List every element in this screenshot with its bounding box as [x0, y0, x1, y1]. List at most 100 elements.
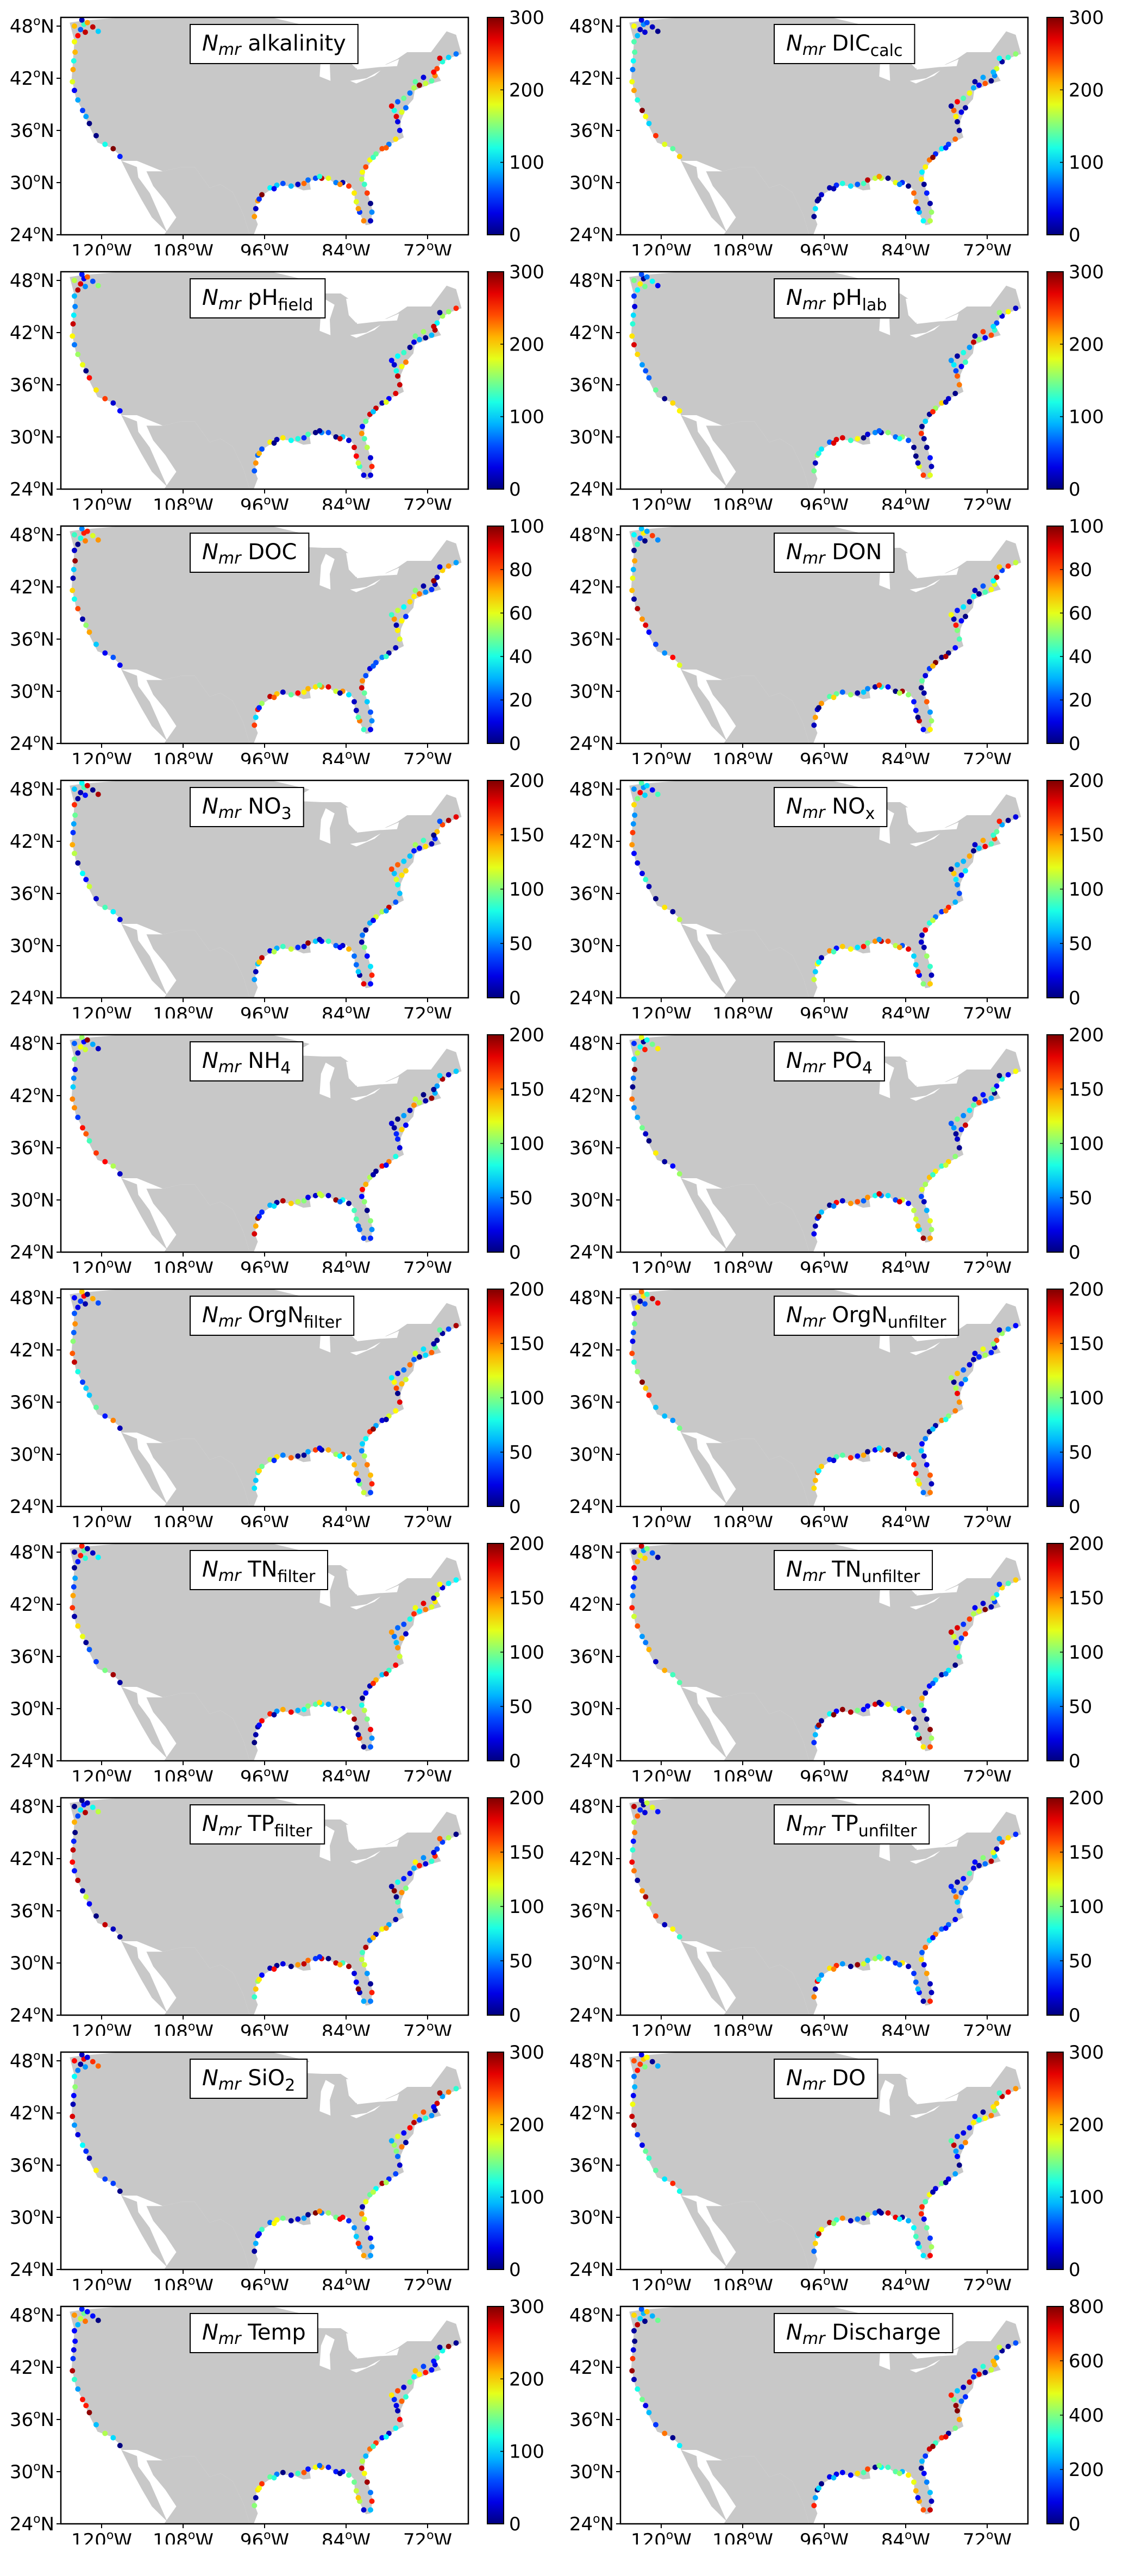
station-point: [943, 145, 949, 151]
station-point: [948, 2138, 954, 2144]
land-baja: [121, 2450, 170, 2524]
title-box: [190, 787, 304, 827]
station-point: [352, 445, 357, 451]
station-point: [642, 284, 648, 290]
station-point: [312, 2465, 318, 2470]
lon-tick-label: 108oW: [712, 1766, 773, 1781]
station-point: [401, 1875, 407, 1881]
station-point: [368, 218, 373, 224]
station-point: [102, 141, 108, 147]
station-point: [885, 684, 891, 690]
station-point: [90, 24, 96, 30]
station-point: [923, 1690, 928, 1696]
station-point: [990, 2104, 996, 2110]
station-point: [819, 701, 824, 706]
panel-title: Nmr DON: [786, 540, 882, 568]
great-lake: [934, 313, 959, 322]
station-point: [655, 283, 661, 289]
station-point: [928, 1735, 934, 1741]
station-point: [632, 1321, 638, 1327]
station-point: [83, 622, 89, 628]
station-point: [643, 368, 649, 374]
station-point: [393, 1894, 399, 1900]
station-point: [943, 908, 949, 914]
station-point: [956, 382, 962, 387]
lat-tick-label: 36oN: [10, 1136, 54, 1159]
station-point: [848, 1709, 854, 1715]
station-point: [368, 201, 373, 207]
station-point: [267, 948, 273, 954]
station-point: [369, 2244, 375, 2250]
land-mexico: [146, 2456, 250, 2524]
colorbar-tick-label: 200: [1069, 1279, 1103, 1300]
title-box: [774, 24, 915, 64]
colorbar-tick-label: 0: [1069, 1242, 1081, 1264]
station-point: [102, 2176, 108, 2182]
colorbar-tick-label: 200: [1069, 79, 1103, 101]
lat-tick-label: 30oN: [569, 1443, 614, 1466]
station-point: [393, 1917, 399, 1922]
station-point: [75, 1115, 81, 1120]
station-point: [976, 82, 982, 88]
station-point: [391, 871, 397, 877]
station-point: [429, 1858, 435, 1864]
station-point: [295, 182, 301, 187]
lon-tick-label: 108oW: [153, 2020, 214, 2036]
station-point: [988, 332, 994, 338]
colorbar-tick-label: 0: [1069, 2005, 1081, 2027]
station-point: [383, 399, 389, 405]
station-point: [346, 1709, 352, 1715]
station-point: [811, 1485, 817, 1491]
station-point: [928, 972, 934, 978]
lat-tick-label: 42oN: [569, 321, 614, 344]
station-point: [368, 981, 373, 987]
station-point: [78, 1807, 84, 1813]
station-point: [920, 472, 926, 478]
lon-tick-label: 108oW: [153, 2529, 214, 2544]
station-point: [637, 535, 643, 541]
station-point: [256, 1977, 262, 1983]
station-point: [325, 430, 331, 435]
station-point: [653, 1150, 658, 1156]
station-point: [379, 1417, 385, 1423]
lat-tick-label: 24oN: [10, 2004, 54, 2027]
station-point: [861, 1452, 867, 1458]
station-point: [417, 845, 422, 851]
station-point: [72, 2339, 78, 2344]
lon-tick-label: 120oW: [631, 1003, 692, 1018]
station-point: [972, 842, 978, 848]
station-point: [256, 1214, 262, 1220]
station-point: [972, 2114, 978, 2119]
station-point: [388, 2138, 394, 2144]
station-point: [927, 1981, 933, 1987]
lon-tick-label: 96oW: [240, 494, 289, 510]
station-point: [988, 1604, 994, 1610]
station-point: [827, 2219, 832, 2225]
station-point: [395, 119, 400, 124]
station-point: [301, 943, 307, 949]
station-point: [90, 1804, 96, 1810]
lat-tick-label: 30oN: [569, 2206, 614, 2229]
lat-tick-label: 42oN: [569, 576, 614, 598]
station-point: [943, 1671, 949, 1677]
station-point: [961, 2130, 967, 2136]
colorbar-tick-label: 0: [1069, 733, 1081, 755]
station-point: [630, 1584, 636, 1590]
station-point: [383, 1417, 389, 1422]
station-point: [361, 1962, 367, 1968]
station-point: [638, 1543, 644, 1549]
station-point: [948, 1375, 954, 1381]
station-point: [963, 105, 968, 111]
lat-tick-label: 42oN: [569, 1084, 614, 1107]
station-point: [84, 1291, 90, 1297]
great-lake: [374, 2093, 399, 2102]
station-point: [919, 1695, 925, 1701]
station-point: [359, 1448, 365, 1454]
station-point: [629, 79, 635, 85]
station-point: [961, 1112, 967, 1118]
station-point: [812, 2495, 818, 2500]
station-point: [670, 2435, 676, 2441]
lat-tick-label: 36oN: [569, 2408, 614, 2431]
